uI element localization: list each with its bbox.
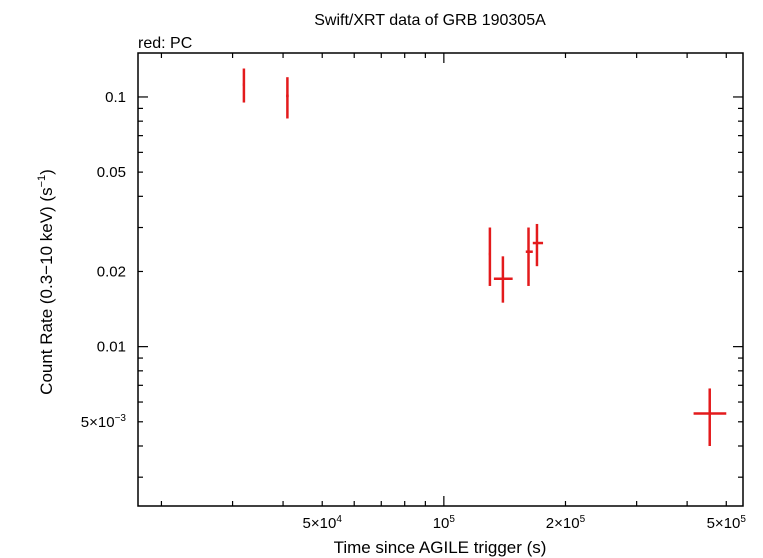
- plot-frame: [137, 52, 744, 507]
- data-point: [525, 227, 533, 286]
- x-tick-label-mantissa: 10: [433, 515, 450, 532]
- y-axis-label-prefix: Count Rate (0.3: [37, 275, 56, 395]
- y-axis-label-suffix: ): [37, 169, 56, 175]
- x-tick-label: 105: [433, 514, 456, 532]
- data-series-pc: [242, 68, 727, 446]
- x-axis-ticks: [160, 53, 727, 506]
- y-tick-label-mantissa: 0.02: [97, 263, 126, 280]
- x-tick-label-exponent: 5: [580, 514, 586, 525]
- x-axis-tick-labels: 5×104 105 2×105 5×105: [303, 514, 747, 532]
- y-tick-label-mantissa: 5×10: [81, 414, 115, 431]
- chart-title: Swift/XRT data of GRB 190305A: [314, 12, 546, 29]
- y-tick-label: 0.01: [97, 339, 126, 356]
- y-tick-label-mantissa: 0.1: [105, 89, 126, 106]
- x-tick-label-mantissa: 5×10: [303, 515, 337, 532]
- x-tick-label-mantissa: 2×10: [546, 515, 580, 532]
- y-axis-label-mid: 10 keV) (s: [37, 187, 56, 264]
- x-tick-label: 5×105: [707, 514, 747, 532]
- x-tick-label-exponent: 5: [449, 514, 455, 525]
- y-tick-label-mantissa: 0.05: [97, 164, 126, 181]
- y-axis-label-dash: −: [37, 265, 56, 275]
- data-point: [532, 223, 544, 267]
- x-tick-label: 2×105: [546, 514, 586, 532]
- x-tick-label-exponent: 5: [740, 514, 746, 525]
- data-point: [488, 227, 492, 286]
- y-tick-label: 5×10−3: [81, 413, 127, 431]
- x-tick-label-exponent: 4: [336, 514, 342, 525]
- y-axis-label-exp: −1: [36, 175, 48, 188]
- data-point: [242, 68, 246, 103]
- x-axis-label: Time since AGILE trigger (s): [334, 538, 547, 557]
- data-point: [493, 256, 513, 303]
- y-axis-label: Count Rate (0.3−10 keV) (s−1): [36, 169, 56, 395]
- x-tick-label-mantissa: 5×10: [707, 515, 741, 532]
- y-axis-ticks: [138, 96, 743, 478]
- y-tick-label: 0.05: [97, 164, 126, 181]
- y-tick-label-exponent: −3: [115, 413, 127, 424]
- chart-subtitle: red: PC: [138, 35, 192, 52]
- x-tick-label: 5×104: [303, 514, 343, 532]
- data-point: [693, 388, 727, 446]
- data-point: [286, 77, 289, 119]
- y-tick-label: 0.1: [105, 89, 126, 106]
- y-axis-tick-labels: 0.1 0.05 0.02 0.01 5×10−3: [81, 89, 127, 431]
- y-tick-label: 0.02: [97, 263, 126, 280]
- y-tick-label-mantissa: 0.01: [97, 339, 126, 356]
